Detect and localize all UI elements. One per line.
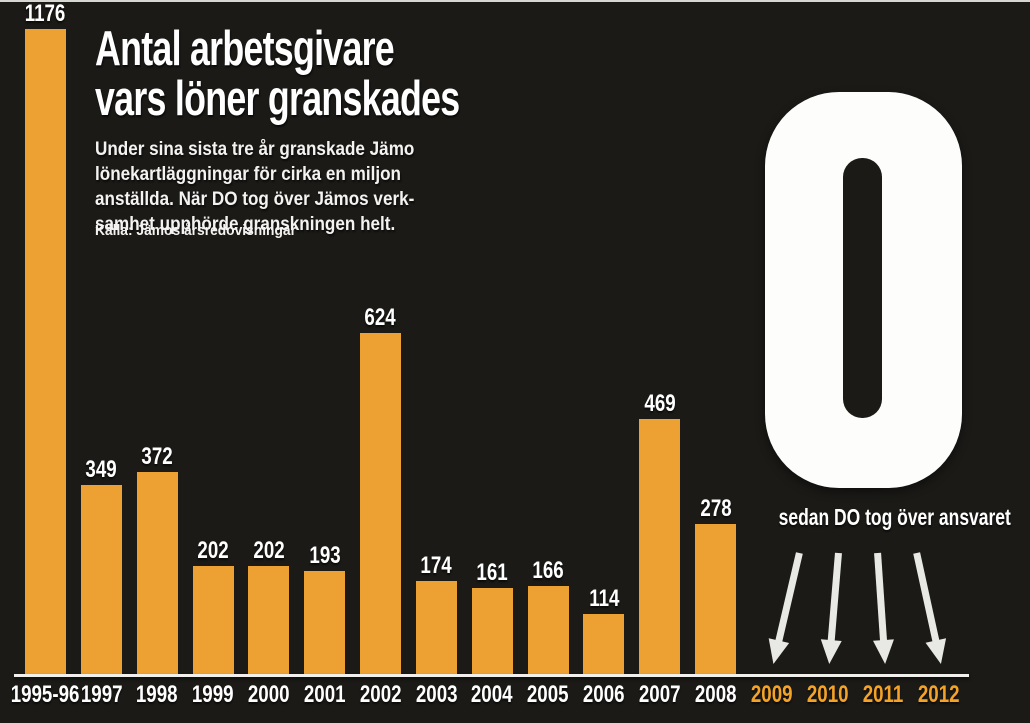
x-axis-label-2004: 2004	[471, 681, 514, 708]
bar-value-label: 161	[476, 559, 508, 587]
bar-value-label: 372	[141, 443, 173, 470]
bar-value-label: 166	[532, 556, 564, 584]
down-arrow-icon-2010	[820, 552, 842, 664]
bar-1995-96	[25, 29, 66, 677]
x-axis-label-1997: 1997	[80, 681, 123, 708]
x-axis-label-1995-96: 1995-96	[11, 681, 80, 708]
bar-2004	[471, 588, 513, 677]
top-border-line	[0, 0, 1030, 2]
bar-1997	[80, 484, 122, 677]
x-axis-label-2009: 2009	[750, 681, 793, 708]
bar-2003	[415, 581, 457, 677]
title-line-2: vars löner granskades	[95, 72, 460, 126]
x-axis-label-2008: 2008	[694, 681, 737, 708]
x-axis-label-1998: 1998	[136, 681, 179, 708]
x-axis-label-2006: 2006	[583, 681, 625, 708]
x-axis-line	[14, 674, 969, 677]
x-axis-label-2010: 2010	[806, 681, 849, 708]
bar-2008	[695, 523, 737, 677]
x-axis-label-2005: 2005	[527, 681, 569, 708]
x-axis-label-2011: 2011	[862, 681, 904, 708]
zero-glyph: 0	[765, 92, 962, 488]
bar-value-label: 1176	[25, 0, 66, 27]
bar-value-label: 114	[588, 585, 619, 613]
down-arrow-icon-2012	[913, 552, 947, 664]
down-arrow-icon-2011	[872, 552, 894, 664]
bar-1999	[192, 565, 234, 677]
bar-value-label: 193	[309, 541, 341, 569]
bar-value-label: 174	[420, 552, 453, 580]
zero-glyph-counter	[843, 158, 882, 418]
bar-value-label: 278	[699, 494, 732, 522]
x-axis-label-2007: 2007	[638, 681, 681, 708]
header: Antal arbetsgivare vars löner granskades	[95, 24, 555, 124]
x-axis-label-1999: 1999	[192, 681, 234, 708]
title-line-1: Antal arbetsgivare	[95, 22, 395, 76]
source-note: Källa: Jämos årsredovisningar	[95, 222, 296, 239]
x-axis-label-2000: 2000	[248, 681, 290, 708]
page-title: Antal arbetsgivare vars löner granskades	[95, 24, 555, 124]
bar-1998	[136, 472, 178, 677]
bar-value-label: 202	[197, 536, 229, 564]
bar-value-label: 349	[85, 455, 117, 483]
bar-2001	[304, 570, 346, 677]
bar-2002	[360, 333, 401, 677]
bar-2005	[527, 585, 569, 677]
bar-2007	[639, 418, 681, 677]
x-axis-label-2003: 2003	[415, 681, 458, 708]
x-axis-label-2002: 2002	[359, 681, 402, 708]
down-arrow-icon-2009	[768, 552, 803, 664]
bar-2006	[583, 614, 625, 677]
bar-2000	[248, 565, 290, 677]
bar-value-label: 202	[253, 536, 285, 564]
x-axis-label-2001: 2001	[303, 681, 346, 708]
bar-value-label: 469	[644, 389, 676, 417]
chart-description: Under sina sista tre år granskade Jämo l…	[95, 139, 415, 235]
x-axis-label-2012: 2012	[918, 681, 960, 708]
zero-caption: sedan DO tog över ansvaret	[778, 504, 1011, 530]
bar-value-label: 624	[364, 304, 397, 332]
